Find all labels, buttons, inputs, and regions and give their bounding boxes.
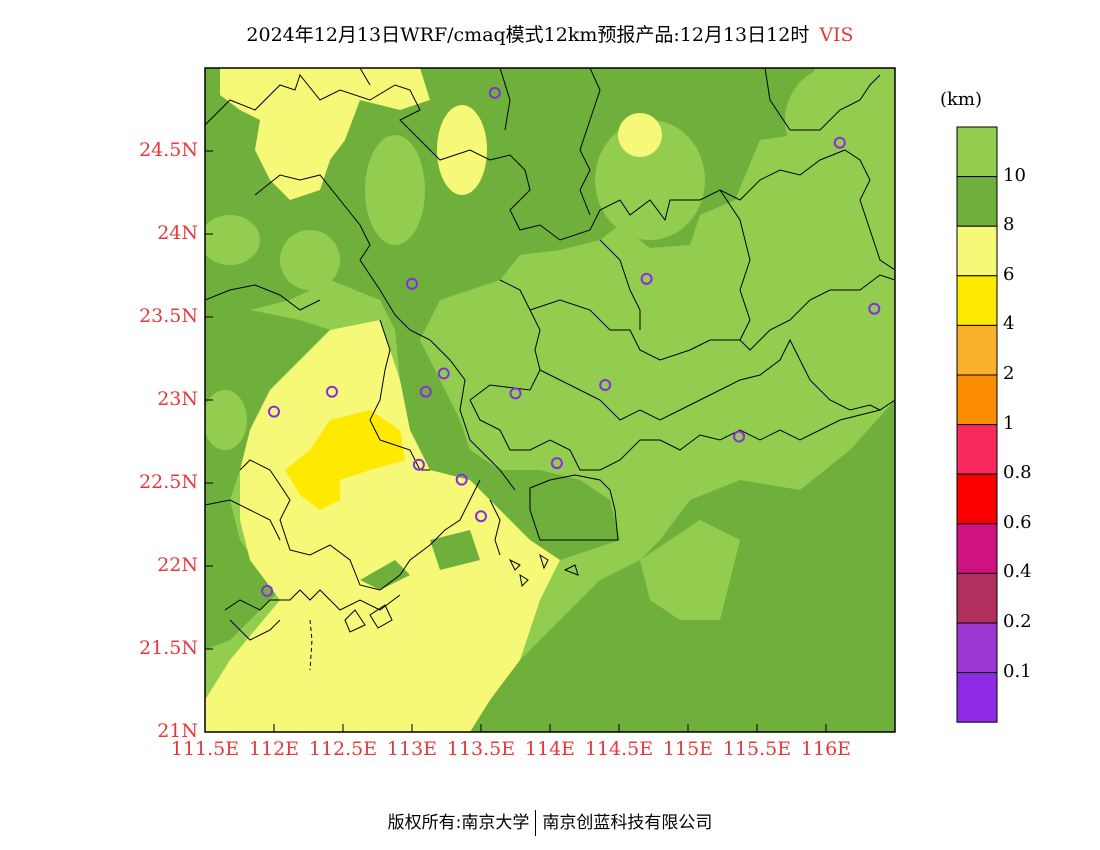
colorbar-swatch-3 [956,225,998,277]
lon-label-7: 114.5E [584,738,654,760]
colorbar-label-8: 0.6 [1003,511,1032,533]
lon-label-8: 115E [662,738,714,760]
vis-6-8-north-patch [437,105,487,195]
vis-gt10-patch-7 [640,520,740,620]
vis-6-8-northeast-patch [618,113,662,157]
lat-label-8: 21N [157,720,198,742]
lat-label-1: 24.5N [139,139,198,161]
title-main: 2024年12月13日WRF/cmaq模式12km预报产品:12月13日12时 [246,24,810,46]
colorbar-label-9: 0.4 [1003,561,1032,583]
lon-label-2: 112E [248,738,300,760]
lat-label-3: 23.5N [139,305,198,327]
colorbar-label-3: 6 [1003,263,1015,285]
visibility-field [205,68,895,732]
vis-gt10-patch-3 [205,215,260,265]
station-marker-17 [261,584,274,597]
colorbar-label-11: 0.1 [1003,660,1032,682]
vis-8-10-west [205,300,330,650]
station-marker-14 [455,473,468,486]
station-marker-3 [406,277,418,290]
station-marker-9 [437,367,450,380]
station-marker-8 [419,385,432,398]
colorbar-swatch-12 [956,672,998,723]
lat-label-6: 22N [157,554,198,576]
footer-copyright: 版权所有:南京大学 南京创蓝科技有限公司 [0,808,1100,836]
lon-label-3: 112.5E [308,738,378,760]
station-marker-11 [599,379,612,392]
colorbar-label-6: 1 [1003,412,1015,434]
admin-boundaries [205,68,895,671]
colorbar-label-10: 0.2 [1003,611,1032,632]
vis-8-10-delta [430,530,480,570]
colorbar-swatch-2 [956,176,998,227]
station-marker-5 [868,302,881,315]
lon-label-5: 113.5E [446,738,516,760]
vis-gt10-patch-1 [365,135,425,245]
lat-label-5: 22.5N [139,471,198,493]
colorbar-swatch-11 [956,622,998,674]
colorbar-swatch-7 [956,424,998,475]
chart-title: 2024年12月13日WRF/cmaq模式12km预报产品:12月13日12时 V… [0,20,1100,47]
vis-gt10-patch-6 [205,390,247,450]
station-marker-2 [833,136,846,149]
lon-label-6: 114E [524,738,576,760]
lon-label-4: 113E [386,738,438,760]
station-marker-6 [268,405,280,418]
lon-label-1: 111.5E [170,738,240,760]
colorbar-swatch-1 [956,126,998,178]
colorbar-swatch-8 [956,473,998,525]
lat-label-7: 21.5N [139,637,198,659]
colorbar-swatch-6 [956,374,998,426]
station-marker-4 [640,272,653,285]
colorbar-label-7: 0.8 [1003,462,1032,484]
colorbar-swatch-9 [956,523,998,574]
vis-gt10-patch-5 [785,68,895,175]
colorbar-swatch-4 [956,275,998,326]
lat-label-2: 24N [157,222,198,244]
vis-8-10-pearl [395,330,620,560]
footer-right: 南京创蓝科技有限公司 [542,813,713,833]
station-marker-16 [475,510,487,523]
station-marker-7 [325,385,338,398]
colorbar-label-2: 8 [1003,214,1015,236]
footer-left: 版权所有:南京大学 [387,813,530,833]
colorbar-label-5: 2 [1003,363,1015,384]
vis-4-6-core [285,410,405,510]
vis-8-10-island [360,560,410,590]
station-marker-15 [550,457,563,470]
station-marker-10 [509,387,522,400]
colorbar-label-1: 10 [1003,164,1026,186]
station-marker-12 [733,430,746,443]
vis-6-8-northwest [220,68,430,200]
colorbar-unit: (km) [940,89,983,110]
lon-label-10: 116E [800,738,852,760]
lon-label-9: 115.5E [722,738,792,760]
colorbar-swatch-10 [956,572,998,624]
vis-gt10-patch-4 [595,120,705,240]
lat-label-4: 23N [157,388,198,410]
vis-6-8-southwest [205,320,560,732]
station-marker-1 [488,86,501,99]
colorbar-swatch-5 [956,324,998,376]
colorbar [956,126,998,723]
vis-gt10-patch-2 [280,230,340,290]
footer-separator [535,810,537,836]
axis-ticks [204,150,827,733]
title-variable: VIS [819,24,854,46]
station-marker-13 [412,458,425,471]
station-markers [261,86,881,597]
colorbar-label-4: 4 [1003,313,1015,335]
